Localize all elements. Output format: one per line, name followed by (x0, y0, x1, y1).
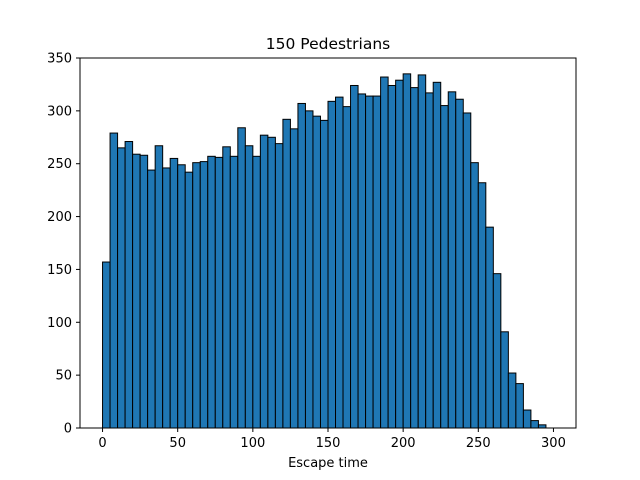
histogram-bar (380, 76, 389, 429)
histogram-bar (177, 164, 186, 429)
histogram-bar (207, 155, 216, 429)
histogram-bar (530, 420, 539, 429)
histogram-bar (357, 93, 367, 429)
histogram-bar (267, 136, 276, 429)
histogram-bar (455, 98, 464, 429)
x-tick-label: 300 (541, 436, 566, 451)
histogram-bar (132, 153, 141, 429)
histogram-bar (124, 141, 134, 429)
histogram-bar (139, 154, 149, 429)
histogram-bar (447, 91, 457, 429)
x-tick-label: 50 (169, 436, 186, 451)
histogram-bar (297, 102, 306, 429)
histogram-bar (462, 112, 472, 429)
bars-group (102, 73, 547, 429)
histogram-bar (522, 409, 532, 429)
histogram-bar (192, 162, 201, 429)
x-axis-label: Escape time (288, 456, 368, 471)
y-tick-label: 250 (47, 157, 72, 172)
histogram-bar (147, 169, 156, 429)
x-tick-label: 0 (98, 436, 106, 451)
histogram-bar (440, 105, 449, 429)
histogram-bar (350, 84, 359, 429)
histogram-bar (432, 81, 442, 429)
histogram-bar (507, 372, 517, 429)
histogram-bar (274, 143, 284, 429)
x-tick-label: 250 (466, 436, 491, 451)
histogram-bar (477, 182, 487, 429)
histogram-bar (500, 331, 509, 429)
histogram-bar (252, 155, 261, 429)
y-tick-label: 100 (47, 316, 72, 331)
histogram-bar (109, 132, 119, 429)
chart-title: 150 Pedestrians (266, 35, 390, 53)
histogram-bar (365, 95, 374, 429)
histogram-bar (282, 118, 291, 429)
histogram-bar (515, 383, 524, 429)
histogram-bar (102, 261, 111, 429)
histogram-bar (342, 106, 352, 429)
y-tick-label: 300 (47, 104, 72, 119)
histogram-bar (162, 167, 171, 429)
y-tick-label: 150 (47, 263, 72, 278)
histogram-bar (289, 128, 299, 429)
histogram-bar (402, 73, 412, 429)
histogram-bar (319, 119, 329, 429)
histogram-bar (395, 79, 404, 429)
histogram-bar (154, 145, 164, 429)
x-tick-label: 150 (316, 436, 341, 451)
histogram-bar (470, 162, 479, 429)
y-tick-label: 50 (55, 369, 72, 384)
histogram-bar (237, 127, 246, 429)
histogram-bar (229, 155, 239, 429)
histogram-bar (244, 145, 254, 429)
x-tick-label: 200 (391, 436, 416, 451)
histogram-bar (304, 110, 314, 429)
histogram-bar (169, 157, 179, 429)
histogram-bar (222, 146, 231, 429)
x-axis-ticks: 0 50 100 150 200 250 300 (98, 428, 566, 451)
histogram-bar (327, 100, 337, 429)
histogram-bar (485, 226, 494, 429)
histogram-bar (199, 161, 209, 429)
y-tick-label: 200 (47, 210, 72, 225)
y-axis-ticks: 0 50 100 150 200 250 300 350 (47, 52, 80, 437)
histogram-bar (117, 147, 126, 429)
histogram-bar (387, 84, 397, 429)
x-tick-label: 100 (240, 436, 265, 451)
histogram-bar (214, 156, 224, 429)
histogram-bar (372, 95, 382, 429)
y-tick-label: 0 (64, 422, 72, 437)
histogram-bar (312, 115, 321, 429)
histogram-bar (425, 92, 434, 429)
histogram-bar (417, 74, 427, 429)
histogram-bar (184, 171, 194, 429)
histogram-bar (335, 96, 344, 429)
histogram-bar (410, 87, 419, 429)
histogram-bar (492, 273, 502, 429)
y-tick-label: 350 (47, 52, 72, 67)
histogram-bar (259, 134, 269, 429)
